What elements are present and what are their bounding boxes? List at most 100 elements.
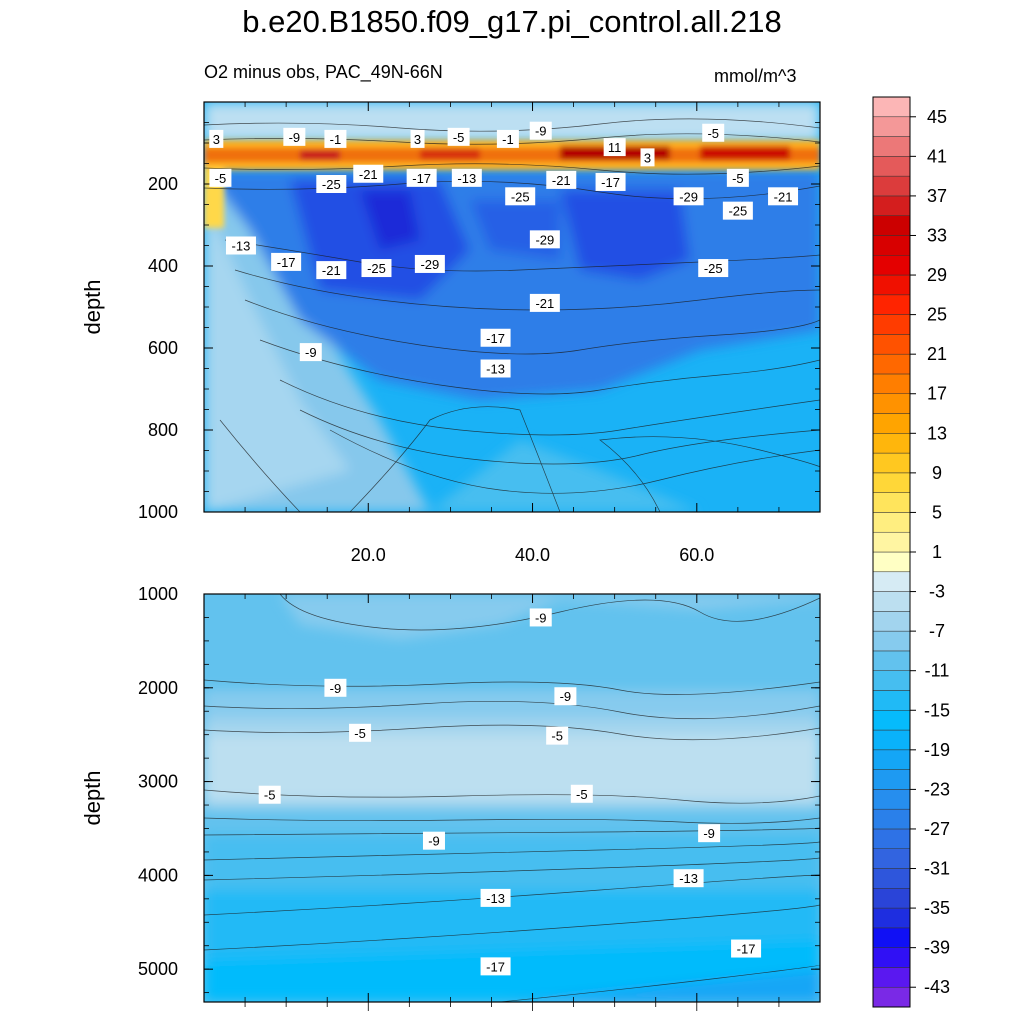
svg-text:-13: -13 (679, 871, 698, 886)
colorbar-swatch (872, 96, 911, 118)
colorbar-swatch (872, 868, 911, 889)
colorbar-tick-label: -23 (924, 779, 950, 799)
colorbar-swatch (872, 986, 911, 1008)
colorbar-swatch (872, 611, 911, 632)
contour-label: -25 (698, 259, 729, 278)
svg-text:-17: -17 (486, 959, 505, 974)
colorbar-swatch (872, 235, 911, 256)
contour-label: -25 (505, 187, 536, 206)
contour-label: -21 (546, 170, 577, 189)
colorbar-swatch (872, 195, 911, 216)
lower-y-tick-label: 3000 (138, 772, 178, 792)
svg-text:-5: -5 (732, 171, 744, 186)
contour-label: -9 (698, 824, 721, 843)
svg-text:-13: -13 (486, 362, 505, 377)
colorbar-tick-label: 41 (927, 146, 947, 166)
colorbar-tick-label: -7 (929, 621, 945, 641)
colorbar-swatch (872, 294, 911, 315)
contour-label: -9 (422, 831, 445, 850)
colorbar-swatch (872, 255, 911, 276)
svg-text:-17: -17 (277, 255, 296, 270)
colorbar-tick-label: -15 (924, 700, 950, 720)
contour-label: -13 (225, 236, 256, 255)
colorbar-swatch (872, 690, 911, 711)
colorbar-swatch (872, 334, 911, 355)
svg-text:-29: -29 (679, 189, 698, 204)
colorbar-tick-label: -31 (924, 859, 950, 879)
colorbar-swatch (872, 650, 911, 671)
lower-y-tick-label: 5000 (138, 959, 178, 979)
colorbar-swatch (872, 492, 911, 513)
svg-text:-9: -9 (330, 681, 342, 696)
contour-label: -5 (546, 726, 569, 745)
svg-text:-21: -21 (322, 263, 341, 278)
contour-label: -1 (324, 129, 347, 148)
upper-y-tick-label: 1000 (138, 502, 178, 522)
contour-label: -1 (496, 129, 519, 148)
colorbar-tick-label: 5 (932, 502, 942, 522)
contour-label: -21 (316, 261, 347, 280)
lower-y-axis-label: depth (80, 770, 105, 825)
contour-label: -21 (529, 293, 560, 312)
contour-label: -17 (731, 939, 762, 958)
colorbar-swatch (872, 769, 911, 790)
colorbar-swatch (872, 670, 911, 691)
colorbar-tick-label: 13 (927, 423, 947, 443)
svg-text:-13: -13 (457, 171, 476, 186)
svg-text:-21: -21 (552, 173, 571, 188)
colorbar-tick-label: 33 (927, 225, 947, 245)
colorbar-tick-label: 45 (927, 107, 947, 127)
svg-text:-9: -9 (535, 610, 547, 625)
colorbar-swatch (872, 314, 911, 335)
plot-title: b.e20.B1850.f09_g17.pi_control.all.218 (242, 4, 782, 39)
contour-label: -21 (768, 187, 799, 206)
colorbar-tick-label: -3 (929, 582, 945, 602)
colorbar-tick-label: 29 (927, 265, 947, 285)
svg-text:-5: -5 (264, 788, 276, 803)
colorbar-swatch (872, 551, 911, 573)
upper-y-tick-label: 200 (148, 174, 178, 194)
svg-text:-5: -5 (576, 787, 588, 802)
contour-label: -29 (414, 254, 445, 273)
contour-label: -17 (271, 252, 302, 271)
colorbar-swatch (872, 848, 911, 869)
colorbar-tick-label: -11 (925, 661, 950, 681)
x-tick-label: 40.0 (515, 545, 550, 565)
lower-y-tick-label: 4000 (138, 865, 178, 885)
svg-text:-25: -25 (367, 261, 386, 276)
colorbar-tick-label: -39 (924, 938, 950, 958)
contour-label: -5 (702, 123, 725, 142)
contour-label: 3 (410, 129, 425, 148)
upper-y-axis-label: depth (80, 279, 105, 334)
contour-label: -9 (554, 687, 577, 706)
colorbar-swatch (872, 393, 911, 414)
contour-label: -17 (480, 957, 511, 976)
svg-text:-29: -29 (535, 232, 554, 247)
contour-label: -13 (451, 168, 482, 187)
units-label: mmol/m^3 (714, 66, 797, 86)
contour-label: -17 (406, 168, 437, 187)
svg-text:-9: -9 (535, 124, 547, 139)
colorbar-swatch (872, 907, 911, 929)
lower-panel-field (204, 594, 820, 1002)
lower-y-tick-label: 2000 (138, 678, 178, 698)
colorbar-tick-label: -43 (924, 977, 950, 997)
colorbar-swatch (872, 967, 911, 988)
colorbar-swatch (872, 136, 911, 157)
colorbar: 45 41 37 33 29 25 21 17 13 9 5 1 -3 -7 -11 -15 -19 -23 -27… (872, 96, 950, 1008)
svg-text:-5: -5 (707, 126, 719, 141)
contour-label: -9 (529, 608, 552, 627)
colorbar-swatch (872, 472, 911, 493)
colorbar-tick-label: 9 (932, 463, 942, 483)
svg-text:-25: -25 (704, 261, 723, 276)
colorbar-swatch (872, 591, 911, 612)
colorbar-swatch (872, 373, 911, 394)
svg-text:-25: -25 (322, 177, 341, 192)
contour-label: -17 (480, 328, 511, 347)
contour-label: -5 (570, 784, 593, 803)
colorbar-swatch (872, 413, 911, 434)
colorbar-tick-label: -27 (924, 819, 950, 839)
svg-text:-5: -5 (215, 171, 227, 186)
contour-label: -25 (722, 201, 753, 220)
colorbar-swatch (872, 927, 911, 948)
